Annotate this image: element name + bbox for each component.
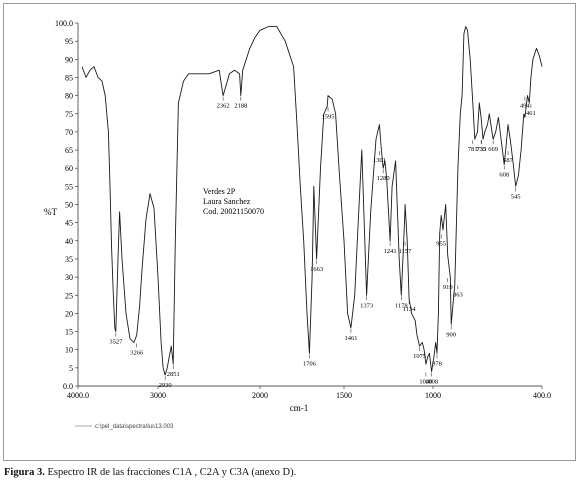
peak-label: 2851 xyxy=(167,371,180,378)
peak-label: 2188 xyxy=(234,103,247,110)
y-tick-label: 100.0 xyxy=(55,19,73,28)
peak-label: 1178 xyxy=(395,302,408,309)
x-tick-label: 2000 xyxy=(252,391,268,400)
y-tick-label: 0.0 xyxy=(63,382,73,391)
y-tick-label: 75 xyxy=(65,110,73,119)
y-tick-label: 65 xyxy=(65,146,73,155)
y-axis-label: %T xyxy=(44,207,57,217)
peak-label: 1157 xyxy=(399,248,413,255)
y-tick-label: 20 xyxy=(65,309,73,318)
peak-label: 545 xyxy=(511,193,521,200)
footer-file-path: c:\pel_data\spectra\lus13.003 xyxy=(95,424,174,430)
peak-labels: 3527 3266 2930 2851 2362 2188 1706 1663 1595 1461… xyxy=(109,96,536,389)
peak-label: 3266 xyxy=(130,349,144,356)
peak-label: 2930 xyxy=(159,382,172,389)
sample-annotation-line: Cod. 20021150070 xyxy=(203,207,264,216)
peak-label: 1008 xyxy=(425,378,438,385)
y-tick-label: 15 xyxy=(65,328,73,337)
y-tick-label: 25 xyxy=(65,291,73,300)
sample-annotation-line: Verdes 2P xyxy=(203,187,236,196)
y-tick-label: 90 xyxy=(65,55,73,64)
peak-label: 461 xyxy=(526,110,536,117)
peak-label: 863 xyxy=(453,291,463,298)
y-axis-ticks: 0.0 5 10 15 20 25 30 35 40 45 50 55 60 65 70 75 80 85 90 95… xyxy=(55,19,78,391)
y-tick-label: 35 xyxy=(65,255,73,264)
x-axis-ticks: 4000.0 3000 2000 1500 1000 400.0 xyxy=(67,386,551,400)
peak-label: 1595 xyxy=(322,113,335,120)
peak-label: 1134 xyxy=(403,306,417,313)
y-tick-label: 30 xyxy=(65,273,73,282)
y-tick-label: 95 xyxy=(65,37,73,46)
peak-label: 1461 xyxy=(344,335,357,342)
peak-label: 1075 xyxy=(413,353,426,360)
peak-label: 781 xyxy=(468,146,478,153)
y-tick-label: 45 xyxy=(65,219,73,228)
x-tick-label: 1000 xyxy=(425,391,441,400)
y-tick-label: 5 xyxy=(69,364,73,373)
figure-caption: Figura 3. Espectro IR de las fracciones … xyxy=(4,467,296,478)
peak-label: 1280 xyxy=(377,175,390,182)
caption-text-after: de las fracciones C1A , C2A y C3A (anexo… xyxy=(97,467,297,478)
caption-ir: IR xyxy=(86,467,98,478)
y-tick-label: 80 xyxy=(65,92,73,101)
y-tick-label: 40 xyxy=(65,237,73,246)
x-tick-label: 4000.0 xyxy=(67,391,89,400)
peak-label: 900 xyxy=(446,331,456,338)
y-tick-label: 50 xyxy=(65,201,73,210)
peak-label: 494 xyxy=(520,103,531,110)
peak-label: 608 xyxy=(499,172,509,179)
peak-label: 3527 xyxy=(109,339,123,346)
y-tick-label: 85 xyxy=(65,73,73,82)
peak-label: 2362 xyxy=(217,103,230,110)
peak-label: 919 xyxy=(443,284,453,291)
peak-label: 735 xyxy=(476,146,486,153)
spectrum-trace xyxy=(81,26,543,376)
peak-label: 1706 xyxy=(303,360,317,367)
caption-text-before: Espectro xyxy=(44,467,87,478)
x-tick-label: 3000 xyxy=(150,391,166,400)
y-tick-label: 70 xyxy=(65,128,73,137)
peak-label: 1301 xyxy=(373,157,386,164)
sample-annotation-line: Laura Sanchez xyxy=(203,197,251,206)
peak-label: 978 xyxy=(432,360,442,367)
peak-label: 1373 xyxy=(360,302,373,309)
peak-label: 1663 xyxy=(310,266,323,273)
y-tick-label: 60 xyxy=(65,164,73,173)
peak-label: 955 xyxy=(436,241,446,248)
peak-label: 587 xyxy=(503,157,514,164)
x-tick-label: 400.0 xyxy=(533,391,551,400)
y-tick-label: 55 xyxy=(65,182,73,191)
peak-label: 669 xyxy=(488,146,498,153)
x-tick-label: 1500 xyxy=(336,391,352,400)
peak-label: 1040 xyxy=(419,378,432,385)
figure-frame xyxy=(3,3,576,461)
y-tick-label: 10 xyxy=(65,346,73,355)
peak-label: 733 xyxy=(477,146,487,153)
peak-label: 1241 xyxy=(384,248,397,255)
x-axis-label: cm-1 xyxy=(290,403,309,413)
caption-label: Figura 3. xyxy=(4,467,45,478)
